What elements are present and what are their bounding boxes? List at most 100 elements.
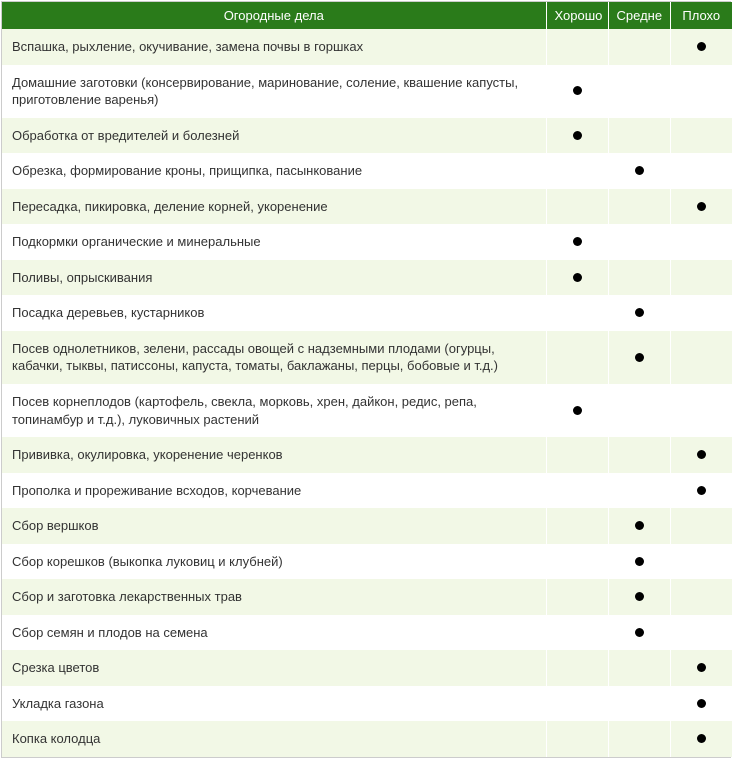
rating-cell-bad — [670, 65, 732, 118]
activity-cell: Домашние заготовки (консервирование, мар… — [2, 65, 546, 118]
table-row: Сбор вершков — [2, 508, 732, 544]
rating-dot-icon — [697, 663, 706, 672]
table-row: Сбор корешков (выкопка луковиц и клубней… — [2, 544, 732, 580]
activity-cell: Сбор и заготовка лекарственных трав — [2, 579, 546, 615]
rating-dot-icon — [635, 557, 644, 566]
header-activity: Огородные дела — [2, 2, 546, 29]
header-good: Хорошо — [546, 2, 608, 29]
activity-cell: Сбор семян и плодов на семена — [2, 615, 546, 651]
rating-dot-icon — [635, 628, 644, 637]
rating-dot-icon — [635, 353, 644, 362]
rating-cell-medium — [608, 437, 670, 473]
rating-cell-bad — [670, 153, 732, 189]
rating-dot-icon — [573, 273, 582, 282]
rating-dot-icon — [697, 486, 706, 495]
rating-cell-bad — [670, 721, 732, 757]
rating-cell-good — [546, 260, 608, 296]
rating-dot-icon — [635, 166, 644, 175]
rating-dot-icon — [635, 521, 644, 530]
rating-cell-good — [546, 153, 608, 189]
activity-cell: Вспашка, рыхление, окучивание, замена по… — [2, 29, 546, 65]
table-row: Посев корнеплодов (картофель, свекла, мо… — [2, 384, 732, 437]
rating-cell-medium — [608, 189, 670, 225]
rating-cell-medium — [608, 384, 670, 437]
activity-cell: Подкормки органические и минеральные — [2, 224, 546, 260]
table-row: Вспашка, рыхление, окучивание, замена по… — [2, 29, 732, 65]
activity-cell: Посев корнеплодов (картофель, свекла, мо… — [2, 384, 546, 437]
rating-cell-good — [546, 224, 608, 260]
table-row: Сбор семян и плодов на семена — [2, 615, 732, 651]
rating-cell-bad — [670, 224, 732, 260]
rating-dot-icon — [635, 592, 644, 601]
rating-cell-bad — [670, 437, 732, 473]
rating-cell-medium — [608, 295, 670, 331]
table-row: Укладка газона — [2, 686, 732, 722]
activity-cell: Укладка газона — [2, 686, 546, 722]
table-row: Срезка цветов — [2, 650, 732, 686]
rating-cell-medium — [608, 686, 670, 722]
activity-cell: Копка колодца — [2, 721, 546, 757]
activity-cell: Прививка, окулировка, укоренение черенко… — [2, 437, 546, 473]
rating-cell-bad — [670, 544, 732, 580]
table-row: Посев однолетников, зелени, рассады овощ… — [2, 331, 732, 384]
rating-dot-icon — [697, 202, 706, 211]
activity-cell: Сбор вершков — [2, 508, 546, 544]
rating-cell-medium — [608, 260, 670, 296]
rating-cell-good — [546, 650, 608, 686]
rating-cell-good — [546, 384, 608, 437]
rating-cell-good — [546, 473, 608, 509]
rating-cell-medium — [608, 153, 670, 189]
rating-cell-good — [546, 189, 608, 225]
rating-cell-good — [546, 508, 608, 544]
table-row: Подкормки органические и минеральные — [2, 224, 732, 260]
rating-dot-icon — [573, 86, 582, 95]
activity-cell: Сбор корешков (выкопка луковиц и клубней… — [2, 544, 546, 580]
rating-cell-medium — [608, 579, 670, 615]
activity-cell: Срезка цветов — [2, 650, 546, 686]
rating-cell-good — [546, 544, 608, 580]
rating-cell-good — [546, 65, 608, 118]
rating-cell-bad — [670, 579, 732, 615]
activity-cell: Пересадка, пикировка, деление корней, ук… — [2, 189, 546, 225]
rating-cell-good — [546, 295, 608, 331]
header-bad: Плохо — [670, 2, 732, 29]
rating-cell-medium — [608, 29, 670, 65]
rating-cell-medium — [608, 615, 670, 651]
table-body: Вспашка, рыхление, окучивание, замена по… — [2, 29, 732, 757]
rating-cell-good — [546, 686, 608, 722]
rating-cell-bad — [670, 29, 732, 65]
rating-cell-good — [546, 29, 608, 65]
table-row: Посадка деревьев, кустарников — [2, 295, 732, 331]
activity-cell: Прополка и прореживание всходов, корчева… — [2, 473, 546, 509]
rating-dot-icon — [697, 42, 706, 51]
rating-cell-good — [546, 118, 608, 154]
activity-cell: Обрезка, формирование кроны, прищипка, п… — [2, 153, 546, 189]
header-row: Огородные дела Хорошо Средне Плохо — [2, 2, 732, 29]
garden-activities-table: Огородные дела Хорошо Средне Плохо Вспаш… — [1, 1, 731, 758]
rating-cell-bad — [670, 508, 732, 544]
activity-cell: Поливы, опрыскивания — [2, 260, 546, 296]
table-row: Копка колодца — [2, 721, 732, 757]
table-row: Домашние заготовки (консервирование, мар… — [2, 65, 732, 118]
activity-cell: Посадка деревьев, кустарников — [2, 295, 546, 331]
table-row: Прополка и прореживание всходов, корчева… — [2, 473, 732, 509]
rating-cell-bad — [670, 686, 732, 722]
rating-cell-good — [546, 721, 608, 757]
rating-cell-good — [546, 437, 608, 473]
header-medium: Средне — [608, 2, 670, 29]
table-row: Сбор и заготовка лекарственных трав — [2, 579, 732, 615]
rating-cell-good — [546, 331, 608, 384]
activities-table: Огородные дела Хорошо Средне Плохо Вспаш… — [2, 2, 732, 757]
table-row: Обрезка, формирование кроны, прищипка, п… — [2, 153, 732, 189]
rating-cell-medium — [608, 721, 670, 757]
rating-cell-medium — [608, 224, 670, 260]
rating-dot-icon — [697, 734, 706, 743]
activity-cell: Посев однолетников, зелени, рассады овощ… — [2, 331, 546, 384]
rating-dot-icon — [573, 406, 582, 415]
rating-cell-medium — [608, 65, 670, 118]
table-row: Поливы, опрыскивания — [2, 260, 732, 296]
rating-cell-bad — [670, 650, 732, 686]
rating-cell-bad — [670, 473, 732, 509]
rating-cell-bad — [670, 615, 732, 651]
rating-cell-medium — [608, 544, 670, 580]
